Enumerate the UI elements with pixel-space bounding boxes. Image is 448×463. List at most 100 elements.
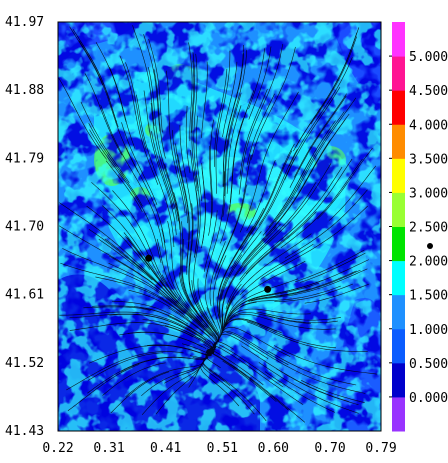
streamline bbox=[224, 49, 247, 197]
streamline bbox=[193, 175, 214, 328]
y-tick-label: 41.88 bbox=[5, 83, 44, 98]
streamline bbox=[191, 52, 198, 192]
streamline bbox=[88, 229, 157, 283]
streamline bbox=[205, 171, 225, 278]
streamline bbox=[241, 139, 331, 264]
streamline bbox=[238, 44, 283, 195]
x-tick-label: 0.60 bbox=[258, 441, 289, 456]
plot-frame bbox=[57, 21, 382, 432]
streamline bbox=[222, 61, 238, 137]
streamline bbox=[220, 231, 262, 301]
streamline bbox=[143, 34, 161, 132]
streamline bbox=[274, 283, 354, 302]
colorbar-label: 3.500 bbox=[409, 152, 448, 167]
streamline bbox=[294, 93, 347, 178]
y-axis: 41.97 41.88 41.79 41.70 41.61 41.52 41.43 bbox=[5, 15, 44, 439]
streamline bbox=[108, 262, 211, 336]
streamline bbox=[260, 205, 368, 280]
streamline bbox=[222, 233, 312, 330]
streamline bbox=[214, 68, 228, 167]
colorbar-label: 3.000 bbox=[409, 186, 448, 201]
streamline bbox=[60, 262, 184, 315]
streamline bbox=[215, 50, 231, 194]
marker-point bbox=[145, 254, 153, 262]
streamline bbox=[87, 356, 191, 394]
streamline bbox=[317, 148, 373, 220]
streamline bbox=[87, 352, 164, 381]
marker-point bbox=[264, 285, 272, 293]
streamline bbox=[284, 87, 341, 180]
colorbar-swatch bbox=[392, 192, 405, 227]
colorbar-label: 1.000 bbox=[409, 323, 448, 338]
streamline bbox=[273, 120, 336, 221]
streamline bbox=[67, 364, 140, 411]
streamline bbox=[161, 274, 205, 328]
streamline bbox=[133, 261, 218, 349]
streamline bbox=[229, 118, 244, 203]
y-tick-label: 41.70 bbox=[5, 220, 44, 235]
colorbar-label: 0.500 bbox=[409, 357, 448, 372]
streamline bbox=[83, 306, 151, 311]
streamline bbox=[210, 119, 214, 219]
streamline bbox=[219, 254, 242, 331]
streamline bbox=[148, 67, 179, 222]
streamline bbox=[258, 362, 359, 414]
streamline bbox=[125, 236, 196, 320]
colorbar-swatch bbox=[392, 22, 405, 57]
streamline bbox=[179, 125, 192, 210]
streamline bbox=[100, 104, 164, 249]
streamline bbox=[80, 40, 119, 128]
streamline bbox=[89, 129, 162, 264]
colorbar-swatch bbox=[392, 328, 405, 364]
streamline bbox=[69, 322, 194, 338]
streamline bbox=[78, 40, 139, 172]
streamline bbox=[191, 280, 220, 348]
streamlines bbox=[58, 25, 378, 423]
streamline bbox=[203, 357, 267, 422]
streamline bbox=[266, 315, 338, 324]
streamline bbox=[299, 252, 366, 283]
colorbar: 0.000 0.500 1.000 1.500 2.000 2.500 3.000 3.500… bbox=[389, 22, 448, 432]
streamline bbox=[167, 220, 219, 342]
streamline bbox=[206, 302, 257, 354]
streamline bbox=[193, 53, 199, 189]
streamline bbox=[258, 149, 298, 226]
colorbar-swatch bbox=[392, 90, 405, 125]
streamline bbox=[188, 42, 193, 142]
streamline bbox=[226, 332, 366, 394]
streamline bbox=[172, 130, 188, 224]
colorbar-swatch bbox=[392, 260, 405, 296]
streamline bbox=[159, 321, 215, 351]
streamline bbox=[164, 164, 181, 230]
streamline bbox=[133, 306, 193, 329]
streamline bbox=[228, 259, 369, 317]
streamline bbox=[151, 131, 174, 210]
streamline bbox=[239, 163, 332, 275]
streamline bbox=[128, 289, 210, 338]
streamline bbox=[86, 205, 151, 270]
streamline bbox=[268, 351, 357, 386]
streamline bbox=[190, 60, 195, 133]
x-tick-label: 0.79 bbox=[365, 441, 396, 456]
streamline bbox=[222, 44, 244, 187]
streamline bbox=[273, 119, 346, 228]
streamline bbox=[274, 97, 357, 223]
streamline bbox=[165, 70, 186, 214]
streamline bbox=[301, 380, 365, 403]
streamline bbox=[246, 159, 276, 232]
streamline bbox=[209, 241, 226, 307]
x-tick-label: 0.70 bbox=[314, 441, 345, 456]
colorbar-label: 4.500 bbox=[409, 84, 448, 99]
streamline bbox=[220, 326, 291, 357]
streamline bbox=[62, 248, 185, 314]
y-tick-label: 41.43 bbox=[5, 424, 44, 439]
contour-field bbox=[58, 22, 381, 431]
streamline bbox=[88, 122, 143, 207]
streamline bbox=[111, 300, 189, 325]
streamline bbox=[95, 42, 127, 122]
streamline bbox=[208, 145, 212, 236]
streamline bbox=[243, 181, 317, 268]
streamline bbox=[143, 90, 177, 235]
streamline bbox=[251, 268, 368, 302]
y-tick-label: 41.52 bbox=[5, 356, 44, 371]
